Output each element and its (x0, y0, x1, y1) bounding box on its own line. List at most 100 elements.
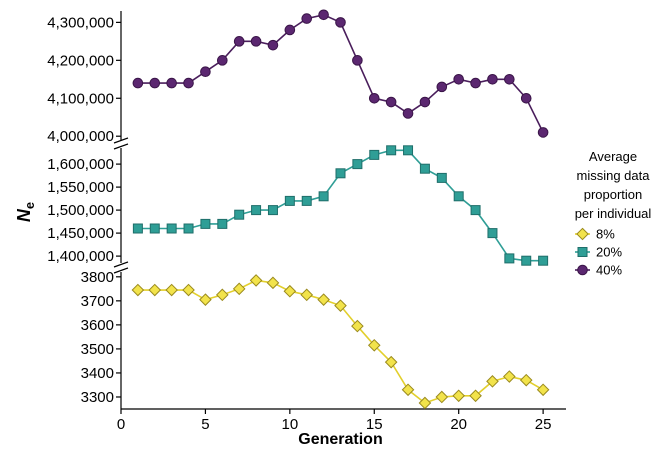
data-point (216, 288, 229, 302)
x-tick-label: 15 (366, 416, 383, 433)
series-square (132, 145, 549, 266)
axis-break-mark (113, 137, 129, 144)
data-point (335, 168, 346, 179)
legend-title-line: missing data (577, 168, 651, 183)
data-point (436, 81, 448, 93)
axes: 4,000,000 4,100,000 4,200,000 4,300,000 1,40… (47, 11, 566, 433)
data-point (419, 163, 430, 174)
y-tick-label: 1,600,000 (47, 156, 114, 173)
axis-break-mark (113, 143, 129, 150)
data-point (486, 375, 499, 388)
data-point (132, 77, 144, 89)
legend-item: 20% (575, 245, 622, 260)
data-point (149, 77, 161, 89)
y-tick-label: 4,300,000 (47, 14, 114, 31)
y-tick-label: 4,200,000 (47, 52, 114, 69)
data-point (351, 319, 364, 333)
data-point (233, 36, 245, 47)
data-point (234, 209, 245, 220)
axis-break-gap (113, 264, 129, 272)
data-point (453, 73, 464, 85)
data-point (318, 9, 329, 21)
y-axis-title-subscript: e (22, 202, 37, 209)
legend: Average missing data proportion per individ… (575, 149, 652, 278)
data-point (284, 24, 296, 36)
data-point (183, 77, 194, 89)
data-point (166, 77, 177, 89)
data-point (503, 370, 516, 383)
data-point (369, 149, 380, 160)
data-point (504, 73, 515, 85)
data-point (250, 36, 262, 47)
data-point (521, 255, 532, 266)
data-point (469, 389, 482, 403)
data-point (435, 390, 449, 404)
data-point (249, 274, 263, 287)
data-point (352, 159, 363, 170)
data-point (334, 299, 347, 312)
data-point (232, 282, 246, 296)
data-point (368, 92, 380, 104)
y-tick-label: 4,100,000 (47, 90, 114, 107)
data-point (267, 205, 278, 216)
data-point (200, 218, 211, 229)
legend-label: 8% (596, 227, 615, 242)
legend-marker (576, 227, 589, 241)
x-tick-label: 0 (117, 416, 125, 433)
data-point (267, 39, 279, 51)
data-point (403, 145, 414, 156)
data-point (166, 223, 177, 234)
data-point (470, 205, 481, 216)
data-point (131, 283, 145, 297)
data-point (504, 253, 515, 264)
data-point (300, 288, 314, 302)
data-point (182, 283, 195, 297)
legend-title-line: Average (589, 149, 637, 164)
data-point (386, 145, 397, 156)
data-point (487, 73, 498, 85)
data-point (536, 383, 550, 397)
series-layer (131, 9, 550, 410)
data-point (538, 255, 549, 266)
y-tick-label: 4,000,000 (47, 128, 114, 145)
axis-break-gap (113, 140, 129, 148)
data-point (335, 17, 346, 28)
data-point (148, 283, 162, 297)
data-point (537, 127, 549, 138)
data-point (199, 293, 212, 306)
y-tick-label: 3500 (81, 341, 114, 358)
data-point (436, 172, 447, 183)
x-axis-title: Generation (298, 431, 382, 448)
axis-break-mark (113, 267, 129, 274)
y-tick-label: 3400 (81, 365, 114, 382)
y-tick-label: 1,400,000 (47, 248, 114, 265)
legend-item: 8% (575, 227, 615, 242)
data-point (487, 228, 498, 239)
data-point (284, 195, 295, 206)
data-point (520, 92, 532, 104)
y-tick-label: 3800 (81, 269, 114, 286)
legend-marker (577, 264, 588, 276)
data-point (519, 373, 533, 387)
data-point (217, 55, 228, 66)
y-tick-label: 3600 (81, 317, 114, 334)
data-point (165, 283, 178, 297)
series-line (137, 279, 544, 404)
data-point (367, 338, 381, 352)
y-axis-title-main: N (14, 208, 34, 222)
data-point (283, 284, 297, 298)
x-tick-label: 20 (450, 416, 467, 433)
axis-break-mark (113, 261, 129, 268)
data-point (402, 108, 414, 119)
legend-label: 20% (596, 245, 622, 260)
y-tick-label: 1,500,000 (47, 202, 114, 219)
data-point (452, 389, 465, 403)
x-tick-label: 10 (282, 416, 299, 433)
data-point (317, 293, 330, 306)
y-tick-label: 1,550,000 (47, 179, 114, 196)
legend-item: 40% (575, 263, 622, 278)
data-point (352, 55, 363, 66)
x-tick-label: 25 (535, 416, 552, 433)
data-point (183, 223, 194, 234)
